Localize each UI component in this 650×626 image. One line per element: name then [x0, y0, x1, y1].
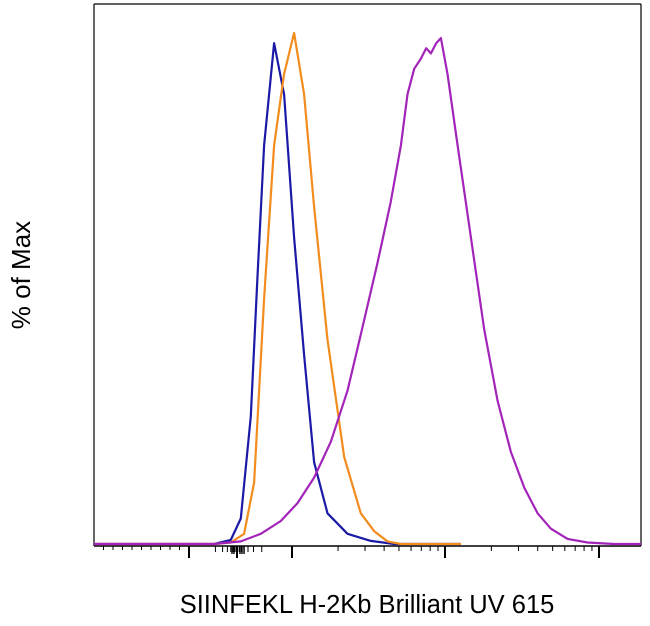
x-axis-label: SIINFEKL H-2Kb Brilliant UV 615: [180, 591, 555, 619]
series-line-3: [94, 37, 641, 546]
x-axis-ticks: [103, 546, 600, 558]
plot-frame: [93, 3, 642, 547]
y-axis-label: % of Max: [6, 221, 36, 329]
series-layer: [94, 31, 641, 546]
